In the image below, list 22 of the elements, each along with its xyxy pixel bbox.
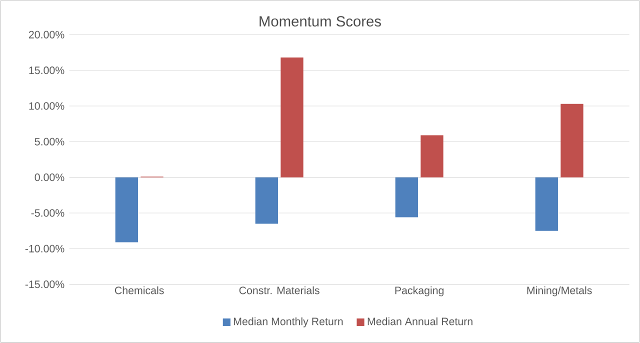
x-tick-label: Chemicals <box>114 286 164 294</box>
chart-title: Momentum Scores <box>260 16 381 27</box>
x-tick-label: Constr. Materials <box>239 286 320 294</box>
y-tick-label: -5.00% <box>31 209 64 217</box>
y-tick-label: -10.00% <box>25 244 64 252</box>
bar <box>280 57 304 178</box>
bar <box>535 177 558 231</box>
y-tick-label: 0.00% <box>34 174 64 182</box>
legend-label: Median Monthly Return <box>234 317 343 328</box>
y-tick-label: 5.00% <box>34 138 64 146</box>
y-tick-label: 15.00% <box>29 66 64 74</box>
bar <box>420 135 444 178</box>
x-tick-label: Packaging <box>395 286 444 296</box>
x-tick-label: Mining/Metals <box>527 286 592 296</box>
y-tick-label: 20.00% <box>29 30 64 38</box>
bar <box>560 104 584 178</box>
bar <box>255 177 278 224</box>
bar <box>115 177 138 242</box>
legend-label: Median Annual Return <box>368 317 472 326</box>
y-tick-label: -15.00% <box>25 280 64 288</box>
y-tick-label: 10.00% <box>29 102 64 110</box>
bar <box>395 177 418 218</box>
